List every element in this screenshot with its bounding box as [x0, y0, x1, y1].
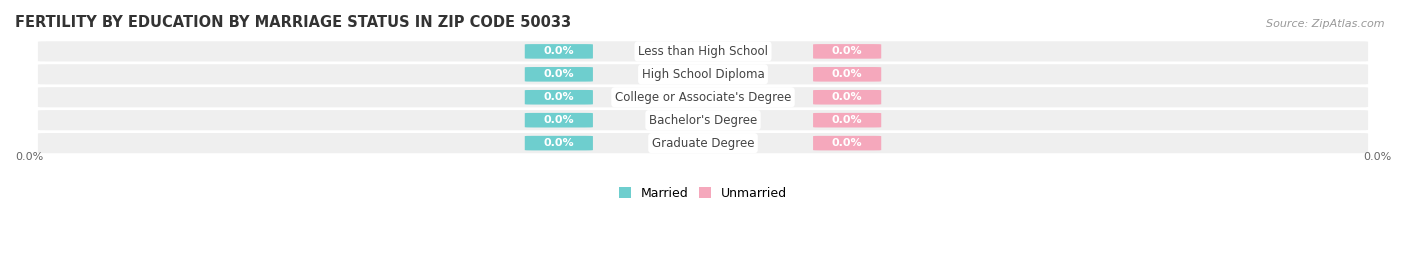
Text: 0.0%: 0.0%	[832, 46, 862, 56]
Text: 0.0%: 0.0%	[544, 92, 574, 102]
FancyBboxPatch shape	[813, 90, 882, 105]
FancyBboxPatch shape	[524, 136, 593, 150]
Text: Bachelor's Degree: Bachelor's Degree	[650, 114, 756, 127]
Text: Source: ZipAtlas.com: Source: ZipAtlas.com	[1267, 19, 1385, 29]
Text: 0.0%: 0.0%	[832, 115, 862, 125]
FancyBboxPatch shape	[38, 87, 1368, 107]
Text: 0.0%: 0.0%	[832, 69, 862, 79]
FancyBboxPatch shape	[524, 113, 593, 128]
Text: 0.0%: 0.0%	[544, 46, 574, 56]
Text: 0.0%: 0.0%	[832, 138, 862, 148]
Text: 0.0%: 0.0%	[544, 115, 574, 125]
Text: Graduate Degree: Graduate Degree	[652, 137, 754, 150]
FancyBboxPatch shape	[38, 133, 1368, 153]
Text: High School Diploma: High School Diploma	[641, 68, 765, 81]
Text: 0.0%: 0.0%	[15, 152, 44, 162]
FancyBboxPatch shape	[38, 64, 1368, 84]
Text: FERTILITY BY EDUCATION BY MARRIAGE STATUS IN ZIP CODE 50033: FERTILITY BY EDUCATION BY MARRIAGE STATU…	[15, 15, 571, 30]
Text: 0.0%: 0.0%	[544, 138, 574, 148]
FancyBboxPatch shape	[524, 90, 593, 105]
Text: College or Associate's Degree: College or Associate's Degree	[614, 91, 792, 104]
FancyBboxPatch shape	[38, 110, 1368, 130]
FancyBboxPatch shape	[813, 44, 882, 59]
FancyBboxPatch shape	[813, 136, 882, 150]
Legend: Married, Unmarried: Married, Unmarried	[613, 182, 793, 205]
FancyBboxPatch shape	[524, 67, 593, 82]
Text: 0.0%: 0.0%	[832, 92, 862, 102]
FancyBboxPatch shape	[813, 67, 882, 82]
FancyBboxPatch shape	[38, 41, 1368, 61]
FancyBboxPatch shape	[813, 113, 882, 128]
FancyBboxPatch shape	[524, 44, 593, 59]
Text: 0.0%: 0.0%	[1362, 152, 1391, 162]
Text: 0.0%: 0.0%	[544, 69, 574, 79]
Text: Less than High School: Less than High School	[638, 45, 768, 58]
